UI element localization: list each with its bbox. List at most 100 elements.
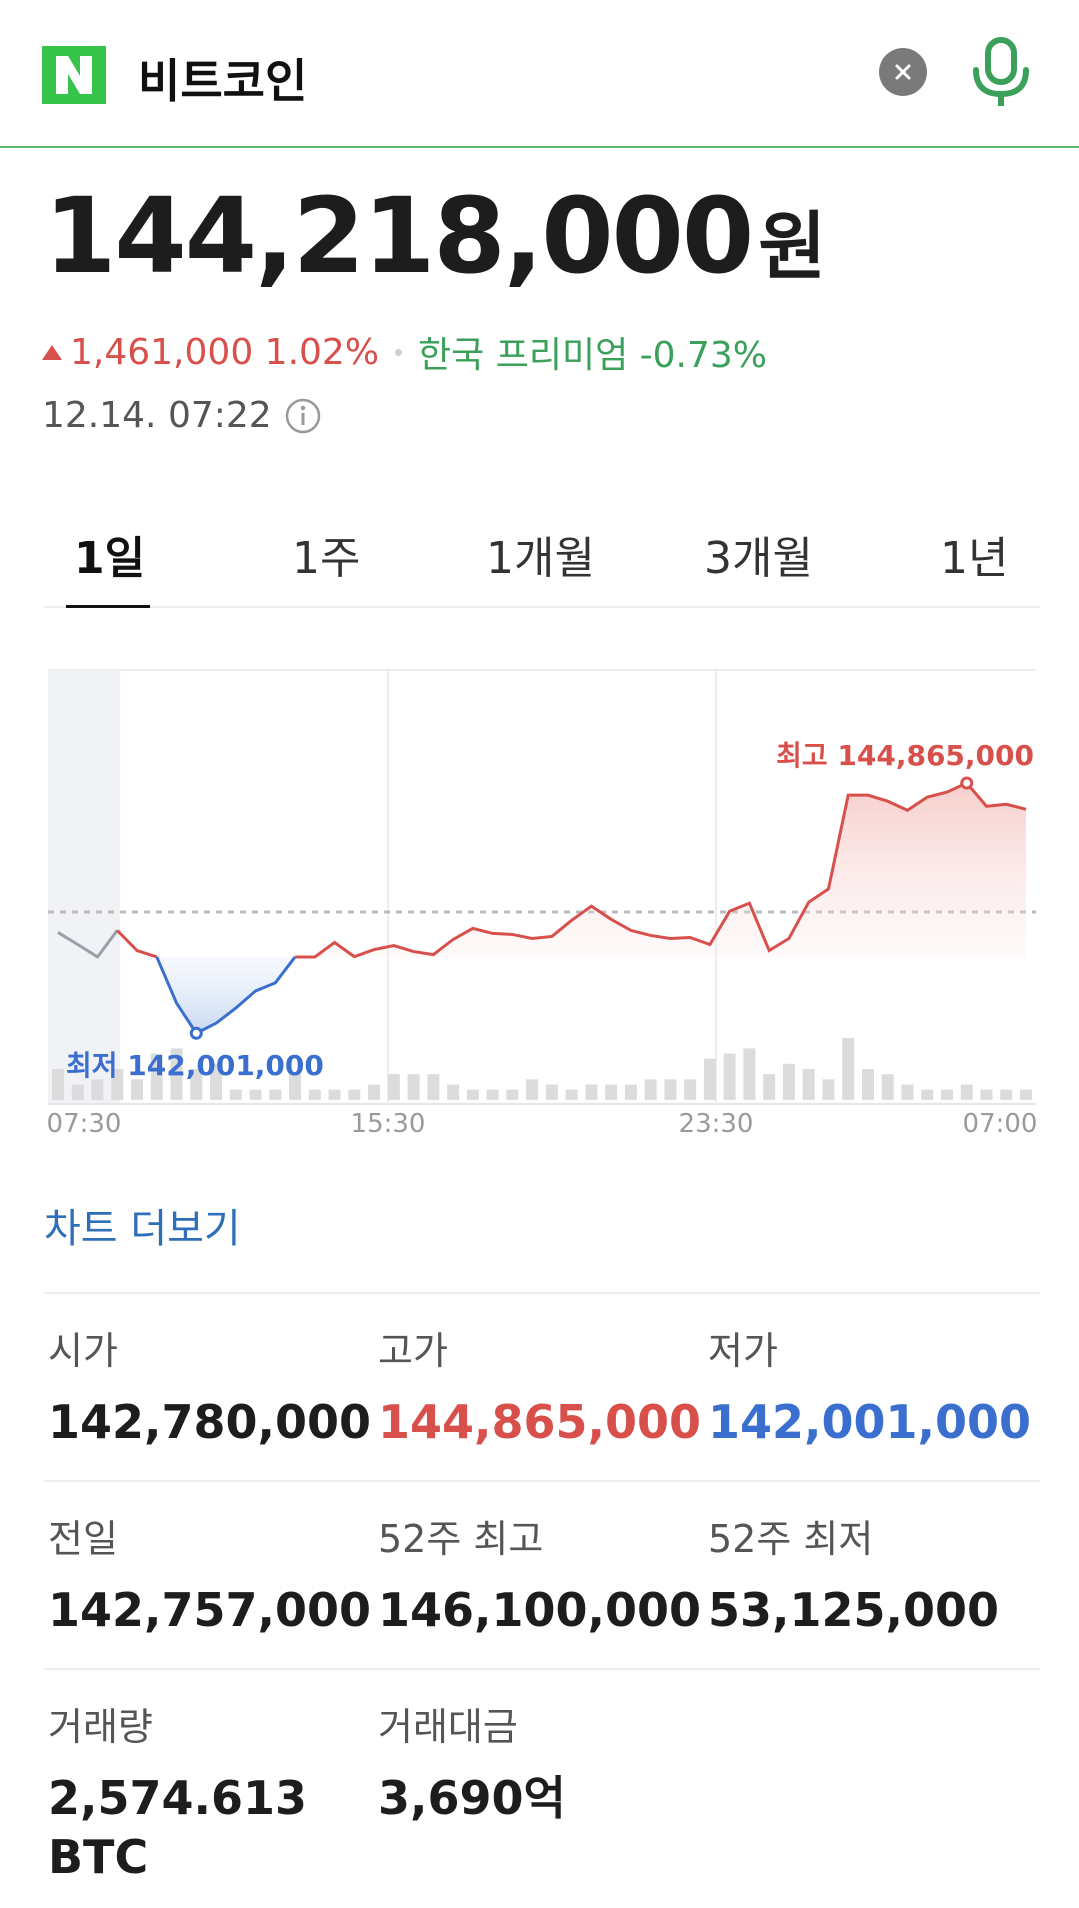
tab-3-months[interactable]: 3개월 xyxy=(704,533,813,584)
stat-high: 고가 144,865,000 xyxy=(378,1320,701,1452)
down-area-fill xyxy=(156,956,296,1034)
stat-value: 142,001,000 xyxy=(708,1395,1032,1449)
price-change: 1,461,000 1.02% xyxy=(70,331,380,373)
volume-bar xyxy=(644,1079,657,1100)
naver-logo-icon[interactable] xyxy=(42,46,106,104)
korea-premium: 한국 프리미엄 -0.73% xyxy=(418,335,767,376)
current-price: 144,218,000원 xyxy=(44,184,826,290)
search-input[interactable]: 비트코인 xyxy=(138,54,308,108)
volume-bar xyxy=(960,1084,973,1100)
search-header: 비트코인 xyxy=(0,0,1079,148)
volume-bar xyxy=(210,1063,223,1100)
volume-bar xyxy=(921,1089,934,1100)
stat-value: 3,690억 xyxy=(378,1771,566,1825)
active-tab-indicator xyxy=(66,605,150,608)
tab-1-year[interactable]: 1년 xyxy=(940,533,1009,584)
stat-label: 고가 xyxy=(378,1329,448,1373)
volume-bar xyxy=(585,1084,598,1100)
x-tick-label: 15:30 xyxy=(351,1109,426,1139)
x-tick-label: 07:00 xyxy=(963,1109,1038,1139)
more-chart-link[interactable]: 차트 더보기 xyxy=(44,1206,241,1252)
stat-value: 146,100,000 xyxy=(378,1583,702,1637)
period-tabs: 1일 1주 1개월 3개월 1년 xyxy=(44,508,1040,608)
volume-bar xyxy=(229,1089,242,1100)
volume-bar xyxy=(131,1079,144,1100)
stat-label: 전일 xyxy=(48,1517,118,1561)
price-line-up xyxy=(295,781,1027,959)
volume-bar xyxy=(565,1089,578,1100)
volume-bar xyxy=(842,1038,855,1100)
x-tick-label: 23:30 xyxy=(679,1109,754,1139)
volume-bar xyxy=(980,1089,993,1100)
volume-bar xyxy=(387,1074,400,1100)
volume-bar xyxy=(71,1084,84,1100)
up-arrow-icon xyxy=(42,344,62,360)
high-label: 최고 144,865,000 xyxy=(776,739,1034,772)
price-line-down xyxy=(155,956,297,1036)
clear-search-button[interactable] xyxy=(879,48,927,96)
tab-1-month[interactable]: 1개월 xyxy=(486,533,595,584)
microphone-icon[interactable] xyxy=(970,36,1032,110)
stats-row: 거래량 2,574.613 BTC 거래대금 3,690억 xyxy=(44,1668,1040,1908)
stat-value: 142,780,000 xyxy=(48,1395,372,1449)
stat-prev-close: 전일 142,757,000 xyxy=(48,1508,371,1640)
price-unit: 원 xyxy=(758,204,826,290)
volume-bar xyxy=(940,1089,953,1100)
volume-bar xyxy=(723,1053,736,1100)
volume-bar xyxy=(328,1089,341,1100)
volume-bar xyxy=(447,1084,460,1100)
timestamp-row: 12.14. 07:22 xyxy=(42,395,322,436)
price-line-up xyxy=(116,929,158,959)
timestamp: 12.14. 07:22 xyxy=(42,395,272,436)
stat-52w-low: 52주 최저 53,125,000 xyxy=(708,1508,999,1640)
volume-bar xyxy=(1019,1089,1033,1100)
stat-label: 52주 최저 xyxy=(708,1517,874,1561)
stat-value: 2,574.613 BTC xyxy=(48,1769,307,1887)
volume-amount: 2,574.613 xyxy=(48,1771,307,1825)
volume-bar xyxy=(624,1084,637,1100)
stat-52w-high: 52주 최고 146,100,000 xyxy=(378,1508,701,1640)
low-marker xyxy=(189,1026,203,1040)
volume-bar xyxy=(861,1069,874,1100)
volume-bar xyxy=(684,1079,697,1100)
volume-bar xyxy=(150,1053,163,1100)
volume-bar xyxy=(51,1069,65,1100)
volume-bar xyxy=(348,1089,361,1100)
stat-label: 거래량 xyxy=(48,1705,153,1749)
stat-label: 시가 xyxy=(48,1329,118,1373)
volume-bar xyxy=(170,1048,183,1100)
volume-bar xyxy=(881,1074,894,1100)
volume-bar xyxy=(802,1069,815,1100)
volume-bar xyxy=(407,1074,420,1100)
stats-row: 전일 142,757,000 52주 최고 146,100,000 52주 최저… xyxy=(44,1480,1040,1668)
stats-table: 시가 142,780,000 고가 144,865,000 저가 142,001… xyxy=(44,1292,1040,1908)
volume-bar xyxy=(526,1079,539,1100)
stat-open: 시가 142,780,000 xyxy=(48,1320,371,1452)
tab-1-day[interactable]: 1일 xyxy=(74,533,146,584)
low-label: 최저 142,001,000 xyxy=(66,1049,324,1082)
stats-row: 시가 142,780,000 고가 144,865,000 저가 142,001… xyxy=(44,1292,1040,1480)
stat-low: 저가 142,001,000 xyxy=(708,1320,1031,1452)
volume-bar xyxy=(782,1063,795,1100)
stat-label: 52주 최고 xyxy=(378,1517,544,1561)
stat-label: 저가 xyxy=(708,1329,778,1373)
stat-value: 142,757,000 xyxy=(48,1583,372,1637)
tab-1-week[interactable]: 1주 xyxy=(292,533,361,584)
volume-bar xyxy=(466,1089,479,1100)
volume-bar xyxy=(822,1079,835,1100)
separator-dot xyxy=(395,348,403,356)
high-marker xyxy=(960,776,974,790)
stat-value: 144,865,000 xyxy=(378,1395,702,1449)
info-icon[interactable] xyxy=(284,397,322,435)
volume-bar xyxy=(545,1084,558,1100)
volume-bar xyxy=(743,1048,756,1100)
volume-unit: BTC xyxy=(48,1829,149,1884)
stat-volume: 거래량 2,574.613 BTC xyxy=(48,1696,307,1887)
pre-session-line xyxy=(57,929,119,959)
volume-bar xyxy=(703,1058,716,1100)
volume-bar xyxy=(91,1079,104,1100)
price-chart[interactable]: 최고 144,865,000 최저 142,001,000 07:30 15:30 23… xyxy=(0,640,1079,1140)
stat-trade-value: 거래대금 3,690억 xyxy=(378,1696,566,1828)
volume-bar xyxy=(506,1089,519,1100)
volume-bar xyxy=(664,1079,677,1100)
